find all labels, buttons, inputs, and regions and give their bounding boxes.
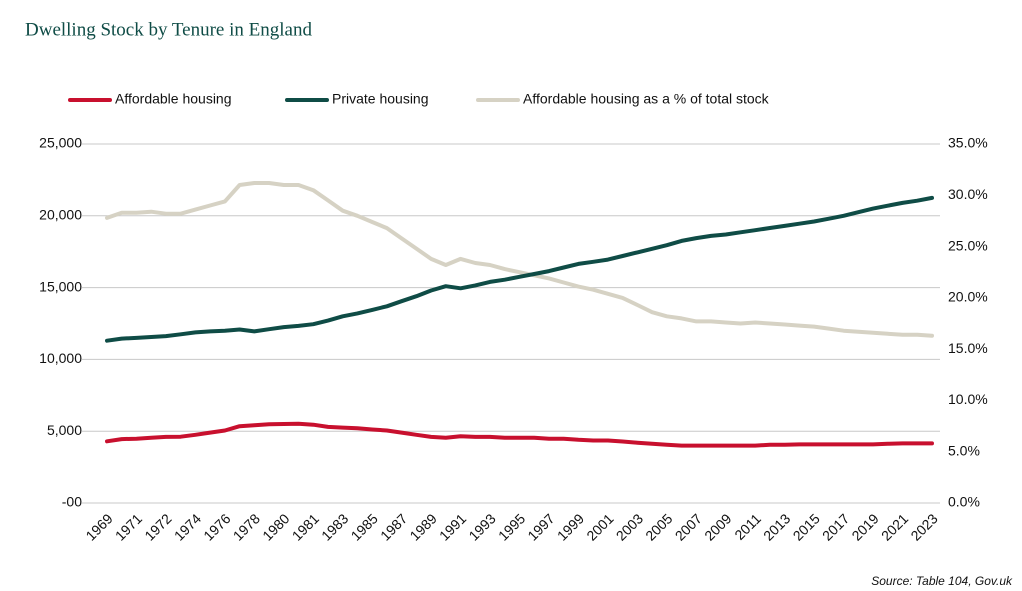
x-tick-label: 1993 [465, 510, 498, 543]
x-tick-label: 1981 [289, 510, 322, 543]
y-tick-label: 20,000 [39, 207, 82, 223]
x-tick-label: 1997 [524, 510, 557, 543]
y-tick-label: 10,000 [39, 350, 82, 366]
legend-label: Private housing [332, 91, 429, 107]
x-tick-label: 2013 [760, 510, 793, 543]
y2-tick-label: 35.0% [948, 135, 988, 151]
series-line [105, 421, 934, 448]
x-tick-label: 2021 [878, 510, 911, 543]
x-tick-label: 1983 [318, 510, 351, 543]
x-tick-label: 1971 [112, 510, 145, 543]
x-tick-label: 1980 [259, 510, 292, 543]
x-tick-label: 1978 [230, 510, 263, 543]
x-tick-label: 1974 [171, 510, 204, 543]
x-tick-label: 1989 [407, 510, 440, 543]
y-tick-label: 15,000 [39, 278, 82, 294]
legend-label: Affordable housing [115, 91, 232, 107]
series-line [105, 195, 934, 343]
y2-tick-label: 25.0% [948, 237, 988, 253]
x-tick-label: 2023 [907, 510, 940, 543]
series-line [105, 181, 934, 338]
y-tick-label: 25,000 [39, 135, 82, 151]
x-tick-label: 1969 [82, 510, 115, 543]
x-tick-label: 2001 [583, 510, 616, 543]
source-note: Source: Table 104, Gov.uk [871, 574, 1013, 588]
x-tick-label: 2015 [790, 510, 823, 543]
x-tick-label: 2019 [848, 510, 881, 543]
y2-tick-label: 30.0% [948, 186, 988, 202]
y2-tick-label: 5.0% [948, 442, 980, 458]
x-tick-label: 2011 [731, 510, 764, 543]
y2-tick-label: 15.0% [948, 340, 988, 356]
legend-label: Affordable housing as a % of total stock [523, 91, 770, 107]
x-tick-label: 2003 [613, 510, 646, 543]
x-tick-label: 1991 [436, 510, 469, 543]
x-tick-label: 2017 [819, 510, 852, 543]
y2-tick-label: 0.0% [948, 494, 980, 510]
x-tick-label: 1999 [554, 510, 587, 543]
x-tick-label: 2009 [701, 510, 734, 543]
x-tick-label: 1995 [495, 510, 528, 543]
y2-tick-label: 20.0% [948, 289, 988, 305]
x-tick-label: 1985 [348, 510, 381, 543]
chart-title: Dwelling Stock by Tenure in England [25, 19, 312, 40]
y-tick-label: 5,000 [47, 422, 82, 438]
x-tick-label: 1976 [200, 510, 233, 543]
y-tick-label: -00 [62, 494, 82, 510]
x-tick-label: 2007 [672, 510, 705, 543]
x-tick-label: 1972 [141, 510, 174, 543]
x-tick-label: 1987 [377, 510, 410, 543]
x-tick-label: 2005 [642, 510, 675, 543]
y2-tick-label: 10.0% [948, 391, 988, 407]
